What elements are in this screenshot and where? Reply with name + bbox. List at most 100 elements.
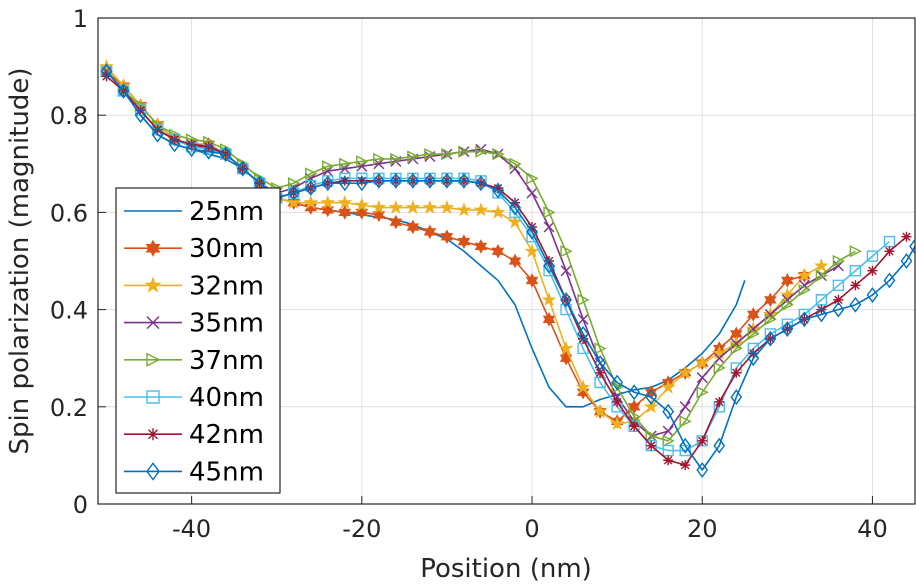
- data-point: [781, 273, 794, 288]
- data-point: [509, 206, 521, 219]
- data-point: [407, 150, 420, 163]
- legend-item-32nm: 32nm: [124, 271, 264, 301]
- data-point: [595, 367, 606, 378]
- legend-item-42nm: 42nm: [124, 420, 264, 450]
- data-point: [492, 183, 503, 194]
- data-point: [492, 147, 505, 161]
- data-point: [629, 421, 640, 432]
- data-point: [373, 152, 386, 166]
- data-point: [559, 350, 573, 366]
- data-point: [424, 172, 436, 189]
- data-point: [492, 182, 504, 199]
- data-point: [696, 386, 709, 399]
- data-point: [577, 313, 589, 325]
- data-point: [287, 185, 300, 201]
- data-point: [764, 330, 777, 347]
- data-point: [543, 206, 556, 219]
- data-point: [677, 365, 693, 380]
- data-point: [662, 444, 674, 457]
- y-tick-label: 0.8: [50, 102, 88, 130]
- data-point: [577, 325, 589, 342]
- data-point: [578, 333, 589, 344]
- data-point: [796, 267, 812, 282]
- y-axis-title: Spin polarization (magnitude): [5, 67, 35, 454]
- data-point: [305, 167, 318, 180]
- legend-label: 35nm: [189, 309, 264, 339]
- y-tick-label: 0: [73, 491, 88, 519]
- data-point: [322, 160, 335, 173]
- x-tick-label: 0: [524, 515, 539, 543]
- series-layer: [99, 58, 915, 478]
- data-point: [304, 180, 317, 197]
- data-point: [679, 415, 692, 428]
- data-point: [458, 172, 470, 189]
- data-point: [679, 437, 692, 454]
- data-point: [355, 175, 368, 192]
- data-point: [490, 204, 506, 219]
- data-point: [815, 306, 828, 323]
- data-point: [525, 273, 539, 288]
- data-point: [356, 175, 367, 186]
- data-point: [473, 202, 489, 217]
- x-tick-label: -40: [172, 515, 211, 543]
- data-point: [594, 355, 606, 371]
- data-point: [152, 124, 163, 135]
- data-point: [662, 425, 674, 437]
- data-point: [883, 272, 896, 289]
- legend-marker: [146, 390, 160, 404]
- data-point: [662, 434, 675, 447]
- data-point: [507, 214, 523, 229]
- data-point: [867, 265, 878, 276]
- data-point: [849, 296, 862, 313]
- data-point: [833, 294, 844, 305]
- data-point: [135, 105, 146, 116]
- legend-label: 32nm: [189, 271, 264, 301]
- x-tick-label: 20: [687, 515, 718, 543]
- data-point: [320, 194, 336, 209]
- data-point: [526, 223, 538, 240]
- data-point: [645, 389, 658, 406]
- data-point: [321, 202, 335, 218]
- legend-label: 30nm: [189, 234, 264, 264]
- legend-label: 42nm: [189, 420, 264, 450]
- data-point: [508, 253, 522, 269]
- data-point: [456, 202, 472, 217]
- data-point: [407, 172, 419, 189]
- data-point: [645, 429, 658, 443]
- data-point: [475, 145, 488, 158]
- legend-marker: [146, 316, 160, 330]
- data-point: [832, 279, 845, 291]
- data-point: [560, 245, 573, 258]
- data-point: [747, 327, 760, 341]
- legend-item-37nm: 37nm: [124, 346, 264, 376]
- data-point: [594, 376, 606, 389]
- data-point: [101, 71, 112, 82]
- x-axis-title: Position (nm): [420, 554, 592, 584]
- data-point: [884, 246, 895, 257]
- data-point: [185, 141, 198, 158]
- legend-marker: [144, 276, 162, 293]
- data-point: [458, 145, 471, 158]
- data-point: [679, 444, 691, 457]
- data-point: [543, 221, 555, 233]
- data-point: [372, 172, 385, 189]
- data-point: [609, 416, 625, 431]
- data-point: [389, 172, 402, 189]
- plot-area: [99, 58, 915, 478]
- data-point: [662, 403, 675, 420]
- data-point: [697, 435, 708, 446]
- data-point: [781, 321, 794, 337]
- data-point: [558, 340, 574, 355]
- data-point: [813, 258, 829, 273]
- data-point: [711, 345, 727, 360]
- data-point: [354, 197, 370, 212]
- data-point: [764, 313, 777, 326]
- data-point: [439, 199, 455, 214]
- data-point: [117, 82, 130, 99]
- data-point: [849, 245, 862, 258]
- data-point: [643, 399, 659, 414]
- data-point: [441, 147, 454, 161]
- data-point: [236, 160, 249, 177]
- y-tick-label: 0.6: [50, 199, 88, 227]
